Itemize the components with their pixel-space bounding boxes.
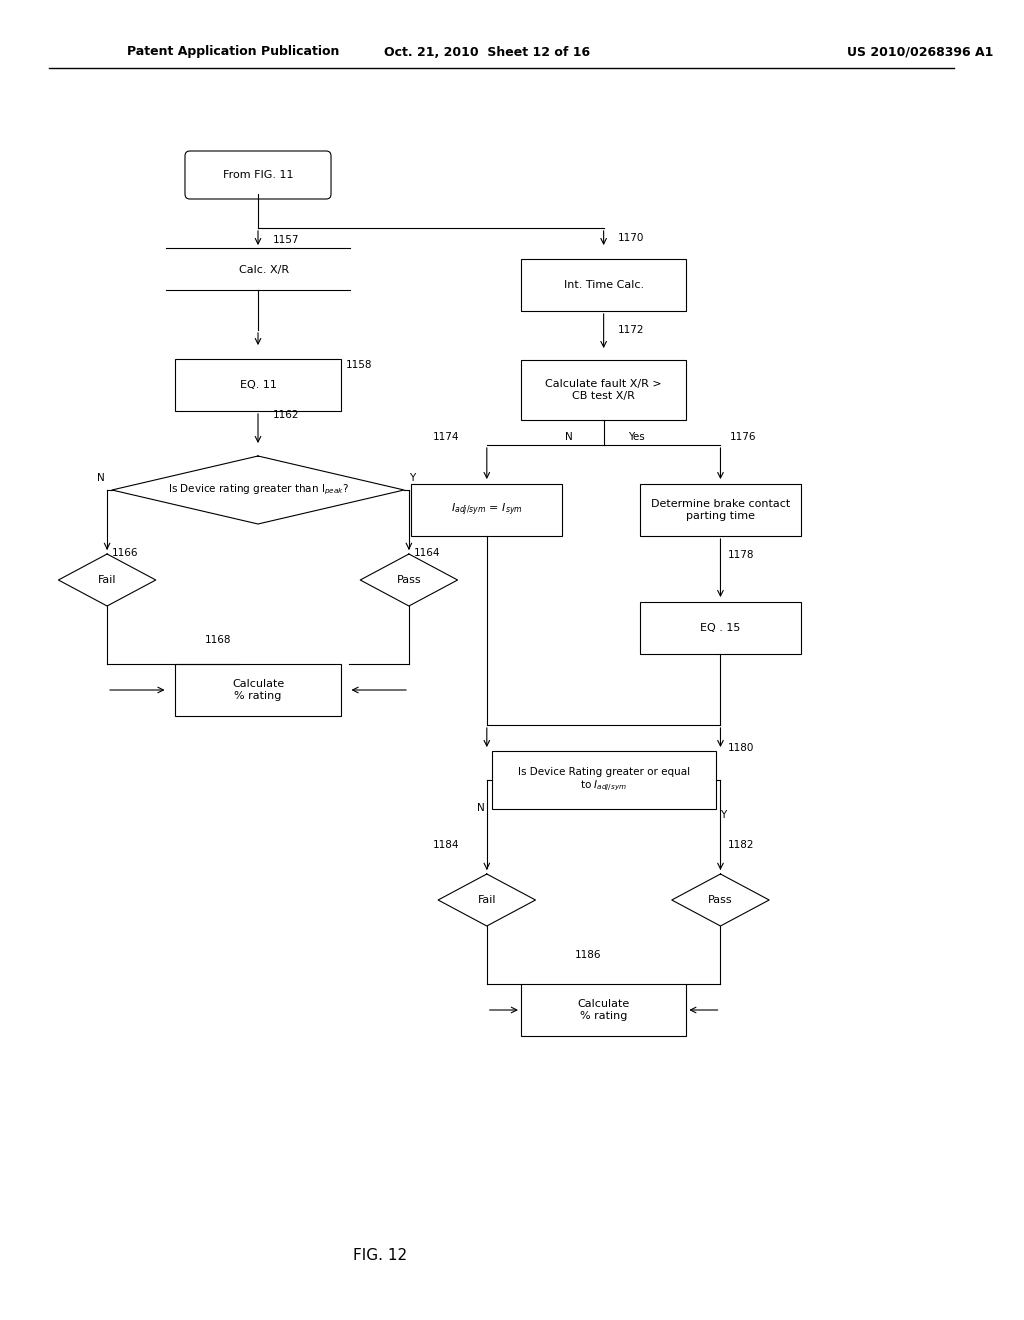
Text: 1176: 1176 (730, 432, 757, 442)
Text: US 2010/0268396 A1: US 2010/0268396 A1 (847, 45, 993, 58)
Text: 1170: 1170 (618, 234, 645, 243)
Text: N: N (97, 473, 105, 483)
Text: Y: Y (409, 473, 415, 483)
Text: N: N (477, 803, 484, 813)
Text: 1168: 1168 (205, 635, 231, 645)
Bar (640, 484, 801, 536)
Text: Calculate fault X/R >
CB test X/R: Calculate fault X/R > CB test X/R (546, 379, 662, 401)
Bar (521, 259, 686, 312)
Text: 1174: 1174 (433, 432, 460, 442)
Bar (175, 664, 341, 715)
Text: 1178: 1178 (728, 550, 755, 560)
Text: 1166: 1166 (112, 548, 138, 558)
Text: Fail: Fail (98, 576, 117, 585)
Text: Calc. X/R: Calc. X/R (239, 265, 289, 275)
Bar (521, 360, 686, 420)
Text: Is Device Rating greater or equal
to $I_{adj/sym}$: Is Device Rating greater or equal to $I_… (517, 767, 690, 793)
Text: 1162: 1162 (272, 411, 299, 420)
Text: Int. Time Calc.: Int. Time Calc. (563, 280, 644, 290)
Text: 1180: 1180 (728, 743, 755, 752)
Text: Patent Application Publication: Patent Application Publication (127, 45, 339, 58)
Text: EQ. 11: EQ. 11 (240, 380, 276, 389)
Text: 1184: 1184 (433, 840, 460, 850)
Text: 1164: 1164 (414, 548, 440, 558)
Text: $I_{adj/sym}$ = $I_{sym}$: $I_{adj/sym}$ = $I_{sym}$ (451, 502, 522, 519)
Text: 1186: 1186 (574, 950, 601, 960)
FancyBboxPatch shape (185, 150, 331, 199)
Text: Pass: Pass (396, 576, 421, 585)
Bar (492, 751, 716, 809)
Bar (175, 359, 341, 411)
Text: From FIG. 11: From FIG. 11 (223, 170, 293, 180)
Text: Yes: Yes (628, 432, 645, 442)
Text: Fail: Fail (477, 895, 496, 906)
Bar (412, 484, 562, 536)
Text: N: N (564, 432, 572, 442)
Bar (640, 602, 801, 653)
Text: Pass: Pass (709, 895, 733, 906)
Text: Calculate
% rating: Calculate % rating (231, 680, 284, 701)
Text: Oct. 21, 2010  Sheet 12 of 16: Oct. 21, 2010 Sheet 12 of 16 (384, 45, 590, 58)
Text: Is Device rating greater than I$_{peak}$?: Is Device rating greater than I$_{peak}$… (168, 483, 348, 498)
Bar (521, 983, 686, 1036)
Text: 1182: 1182 (728, 840, 755, 850)
Text: Calculate
% rating: Calculate % rating (578, 999, 630, 1020)
Text: Determine brake contact
parting time: Determine brake contact parting time (651, 499, 791, 521)
Text: 1157: 1157 (272, 235, 299, 246)
Text: FIG. 12: FIG. 12 (352, 1247, 407, 1262)
Text: 1172: 1172 (618, 325, 645, 335)
Text: Y: Y (721, 810, 727, 820)
Text: 1158: 1158 (346, 360, 372, 370)
Text: EQ . 15: EQ . 15 (700, 623, 740, 634)
